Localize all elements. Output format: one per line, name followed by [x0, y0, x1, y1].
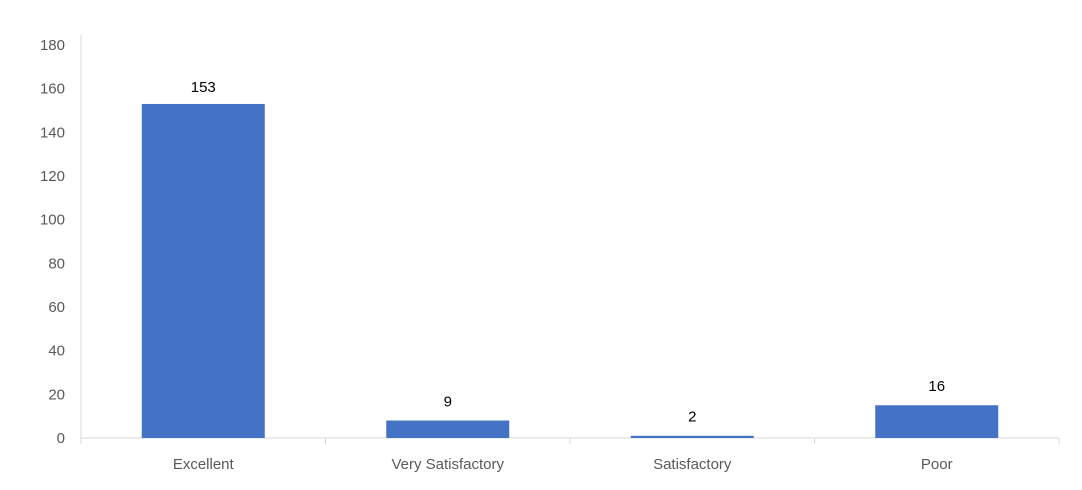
bar-very-satisfactory[interactable]	[386, 420, 510, 438]
y-axis: 0 20 40 60 80 100 120 140 160 180	[40, 35, 82, 447]
y-tick-label: 180	[40, 37, 65, 54]
y-tick-label: 160	[40, 81, 65, 98]
bar-satisfactory[interactable]	[630, 435, 754, 438]
y-tick-label: 100	[40, 212, 65, 229]
bar-excellent[interactable]	[141, 103, 265, 438]
y-tick-label: 60	[48, 299, 65, 316]
y-tick-label: 120	[40, 168, 65, 185]
x-axis: Excellent Very Satisfactory Satisfactory Po…	[80, 437, 1060, 473]
bar-poor[interactable]	[875, 405, 999, 438]
x-category-label: Very Satisfactory	[391, 456, 504, 473]
y-tick-label: 40	[48, 343, 65, 360]
y-tick-label: 140	[40, 124, 65, 141]
data-label: 153	[191, 79, 216, 96]
x-category-label: Poor	[921, 456, 953, 473]
y-tick-label: 80	[48, 255, 65, 272]
data-label: 16	[928, 378, 945, 395]
data-labels: 153 9 2 16	[191, 79, 945, 426]
data-label: 9	[444, 393, 452, 410]
data-label: 2	[688, 409, 696, 426]
x-category-label: Satisfactory	[653, 456, 732, 473]
y-tick-label: 0	[57, 430, 65, 447]
x-category-label: Excellent	[173, 456, 235, 473]
y-tick-label: 20	[48, 386, 65, 403]
bars	[141, 103, 999, 438]
